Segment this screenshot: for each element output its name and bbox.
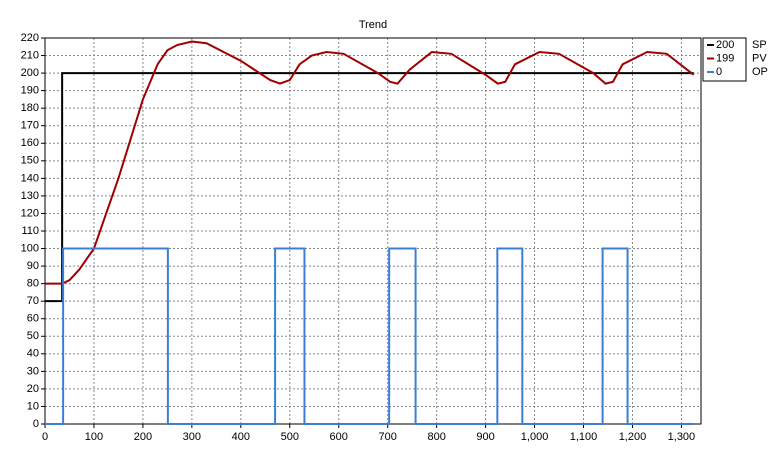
x-tick-label: 300 <box>183 431 201 443</box>
x-tick-label: 700 <box>379 431 397 443</box>
y-tick-label: 110 <box>21 225 39 237</box>
x-tick-label: 600 <box>330 431 348 443</box>
legend-value: 0 <box>716 66 722 78</box>
y-tick-label: 170 <box>21 120 39 132</box>
y-tick-label: 200 <box>21 67 39 79</box>
x-tick-label: 200 <box>134 431 152 443</box>
x-tick-label: 1,000 <box>521 431 549 443</box>
y-tick-label: 70 <box>27 295 39 307</box>
x-tick-label: 1,100 <box>570 431 598 443</box>
y-tick-label: 50 <box>27 330 39 342</box>
y-tick-label: 90 <box>27 260 39 272</box>
series-line <box>45 247 694 425</box>
y-tick-label: 190 <box>21 85 39 97</box>
x-tick-label: 900 <box>476 431 494 443</box>
legend-label: SP <box>752 39 767 51</box>
legend-value: 199 <box>716 52 734 64</box>
legend-value: 200 <box>716 39 734 51</box>
x-tick-label: 500 <box>281 431 299 443</box>
y-tick-label: 40 <box>27 348 39 360</box>
x-tick-label: 0 <box>42 431 48 443</box>
x-tick-label: 1,200 <box>619 431 647 443</box>
y-tick-label: 0 <box>33 418 39 430</box>
legend-label: PV <box>752 52 767 64</box>
x-tick-label: 100 <box>85 431 103 443</box>
y-tick-label: 60 <box>27 313 39 325</box>
y-tick-label: 220 <box>21 32 39 44</box>
y-tick-label: 10 <box>27 400 39 412</box>
legend-label: OP <box>752 66 768 78</box>
y-tick-label: 140 <box>21 172 39 184</box>
series-line <box>45 40 695 285</box>
x-tick-label: 1,300 <box>668 431 696 443</box>
y-tick-label: 80 <box>27 278 39 290</box>
x-tick-label: 800 <box>427 431 445 443</box>
y-tick-label: 130 <box>21 190 39 202</box>
y-tick-label: 100 <box>21 242 39 254</box>
y-tick-label: 30 <box>27 365 39 377</box>
y-tick-label: 210 <box>21 49 39 61</box>
y-tick-label: 150 <box>21 155 39 167</box>
y-tick-label: 180 <box>21 102 39 114</box>
x-tick-label: 400 <box>232 431 250 443</box>
chart-title: Trend <box>359 19 387 31</box>
y-tick-label: 120 <box>21 207 39 219</box>
y-tick-label: 20 <box>27 383 39 395</box>
y-tick-label: 160 <box>21 137 39 149</box>
